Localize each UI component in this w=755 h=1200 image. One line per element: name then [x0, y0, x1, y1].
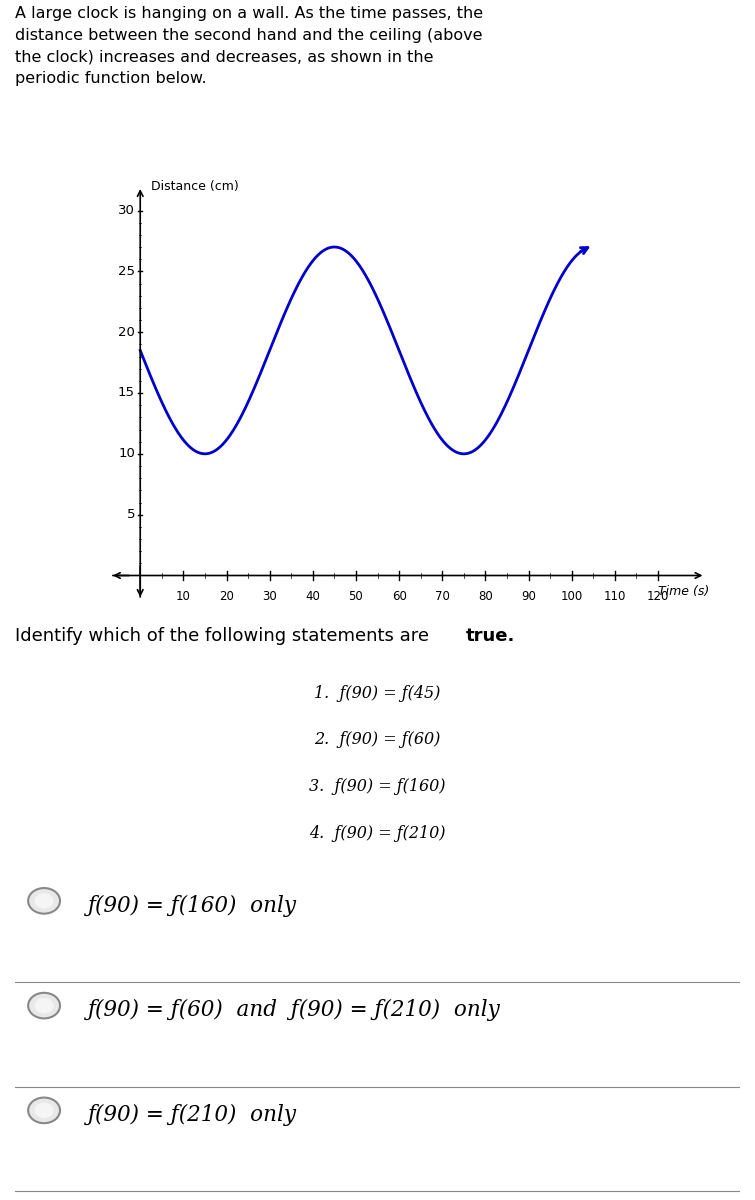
Text: 30: 30	[262, 590, 277, 604]
Text: 30: 30	[119, 204, 135, 217]
Text: 20: 20	[219, 590, 234, 604]
Text: 80: 80	[478, 590, 493, 604]
Text: ƒ(90) = ƒ(210)  only: ƒ(90) = ƒ(210) only	[88, 1104, 297, 1126]
Text: ƒ(90) = ƒ(60)  and  ƒ(90) = ƒ(210)  only: ƒ(90) = ƒ(60) and ƒ(90) = ƒ(210) only	[88, 1000, 501, 1021]
Text: 70: 70	[435, 590, 450, 604]
Text: 2.  ƒ(90) = ƒ(60): 2. ƒ(90) = ƒ(60)	[314, 732, 441, 749]
Text: 20: 20	[119, 325, 135, 338]
Text: 3.  ƒ(90) = ƒ(160): 3. ƒ(90) = ƒ(160)	[310, 778, 445, 796]
Text: 10: 10	[176, 590, 191, 604]
Circle shape	[35, 998, 54, 1013]
Text: 15: 15	[118, 386, 135, 400]
Circle shape	[28, 992, 60, 1019]
Text: 4.  ƒ(90) = ƒ(210): 4. ƒ(90) = ƒ(210)	[310, 824, 445, 841]
Text: true.: true.	[466, 626, 516, 644]
Text: 10: 10	[119, 448, 135, 461]
Circle shape	[28, 1098, 60, 1123]
Text: 60: 60	[392, 590, 406, 604]
Text: Distance (cm): Distance (cm)	[151, 180, 239, 193]
Text: 5: 5	[127, 508, 135, 521]
Text: Identify which of the following statements are: Identify which of the following statemen…	[15, 626, 435, 644]
Text: 90: 90	[521, 590, 536, 604]
Circle shape	[35, 1103, 54, 1118]
Text: 110: 110	[603, 590, 626, 604]
Text: Time (s): Time (s)	[658, 586, 710, 599]
Text: 25: 25	[118, 265, 135, 278]
Text: 100: 100	[560, 590, 583, 604]
Circle shape	[28, 888, 60, 913]
Text: 40: 40	[305, 590, 320, 604]
Text: A large clock is hanging on a wall. As the time passes, the
distance between the: A large clock is hanging on a wall. As t…	[15, 6, 483, 85]
Text: 1.  ƒ(90) = ƒ(45): 1. ƒ(90) = ƒ(45)	[314, 685, 441, 702]
Text: 120: 120	[647, 590, 669, 604]
Circle shape	[35, 893, 54, 908]
Text: ƒ(90) = ƒ(160)  only: ƒ(90) = ƒ(160) only	[88, 894, 297, 917]
Text: 50: 50	[349, 590, 363, 604]
